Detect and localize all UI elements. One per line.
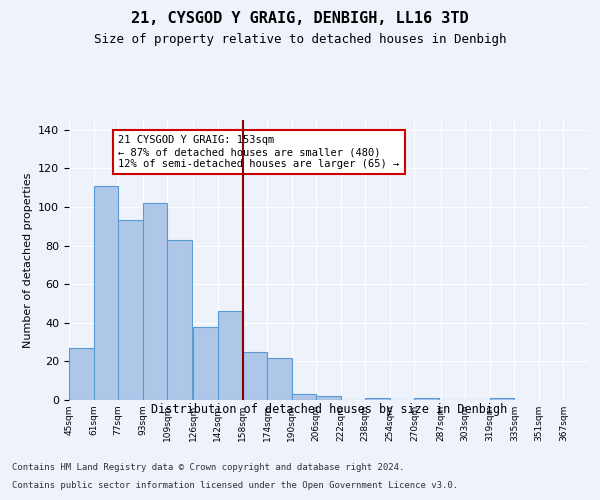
Bar	[143, 203, 167, 400]
Text: 21 CYSGOD Y GRAIG: 153sqm
← 87% of detached houses are smaller (480)
12% of semi: 21 CYSGOD Y GRAIG: 153sqm ← 87% of detac…	[118, 136, 400, 168]
Bar	[167, 240, 192, 400]
Text: Distribution of detached houses by size in Denbigh: Distribution of detached houses by size …	[151, 402, 507, 415]
Bar	[218, 311, 242, 400]
Bar	[69, 348, 94, 400]
Bar	[242, 352, 267, 400]
Bar	[365, 398, 390, 400]
Bar	[94, 186, 118, 400]
Text: Contains public sector information licensed under the Open Government Licence v3: Contains public sector information licen…	[12, 481, 458, 490]
Bar	[415, 398, 439, 400]
Bar	[316, 396, 341, 400]
Y-axis label: Number of detached properties: Number of detached properties	[23, 172, 32, 348]
Bar	[267, 358, 292, 400]
Bar	[193, 326, 218, 400]
Text: Contains HM Land Registry data © Crown copyright and database right 2024.: Contains HM Land Registry data © Crown c…	[12, 462, 404, 471]
Bar	[292, 394, 316, 400]
Text: 21, CYSGOD Y GRAIG, DENBIGH, LL16 3TD: 21, CYSGOD Y GRAIG, DENBIGH, LL16 3TD	[131, 11, 469, 26]
Bar	[118, 220, 143, 400]
Text: Size of property relative to detached houses in Denbigh: Size of property relative to detached ho…	[94, 32, 506, 46]
Bar	[490, 398, 514, 400]
